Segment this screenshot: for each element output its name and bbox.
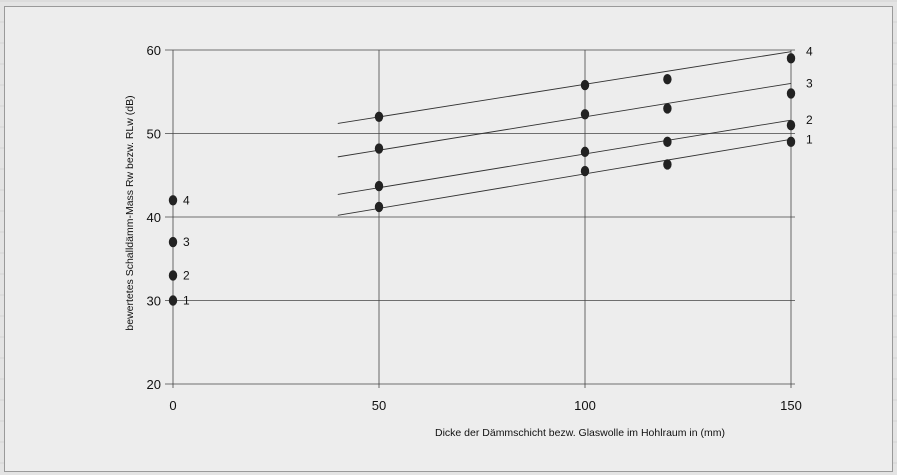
series-label-left-1: 1: [183, 294, 190, 308]
series-label-left-2: 2: [183, 268, 190, 282]
y-tick-label: 30: [147, 294, 161, 309]
fit-line-1: [337, 138, 792, 216]
data-point-3: [786, 88, 796, 99]
data-point-3: [580, 109, 590, 120]
y-tick-label: 40: [147, 210, 161, 225]
data-point-3: [374, 143, 384, 154]
x-tick-label: 50: [372, 398, 386, 413]
data-point-2: [168, 270, 178, 281]
fit-line-3: [337, 82, 792, 158]
y-axis-label: bewertetes Schalldämm-Mass Rw bezw. RLw …: [124, 95, 136, 330]
x-tick-label: 150: [780, 398, 802, 413]
series-label-left-3: 3: [183, 235, 190, 249]
series-labels: 1 1 2 2 3 3 4 4: [183, 45, 813, 308]
data-point-1: [786, 136, 796, 148]
chart-frame: [4, 6, 893, 472]
data-point-3: [168, 236, 178, 248]
fit-line-4: [337, 51, 792, 124]
y-tick-label: 20: [147, 377, 161, 392]
data-point-2: [374, 180, 384, 192]
data-point-4: [663, 74, 672, 85]
tick-labels: 20 30 40 50 60 0 50 100 150: [147, 43, 802, 413]
x-axis-label: Dicke der Dämmschicht bezw. Glaswolle im…: [435, 427, 725, 439]
data-point-2: [663, 136, 672, 148]
data-point-4: [580, 79, 590, 91]
fit-lines: [337, 51, 792, 216]
y-tick-label: 60: [147, 43, 161, 58]
data-point-4: [168, 195, 178, 206]
data-point-1: [374, 201, 384, 213]
data-point-1: [580, 165, 590, 177]
data-points: [168, 53, 796, 306]
x-tick-label: 100: [574, 398, 596, 413]
series-label-right-1: 1: [806, 132, 813, 146]
fit-line-2: [337, 119, 792, 195]
data-point-1: [663, 159, 672, 170]
series-label-left-4: 4: [183, 193, 190, 207]
data-point-4: [374, 111, 384, 123]
data-point-1: [168, 295, 178, 306]
x-tick-label: 0: [169, 398, 176, 413]
data-point-2: [786, 119, 796, 131]
series-label-right-2: 2: [806, 113, 813, 127]
series-label-right-4: 4: [806, 45, 813, 59]
data-point-4: [786, 53, 796, 64]
data-point-2: [580, 146, 590, 158]
series-label-right-3: 3: [806, 76, 813, 90]
y-tick-label: 50: [147, 127, 161, 142]
data-point-3: [663, 103, 672, 114]
